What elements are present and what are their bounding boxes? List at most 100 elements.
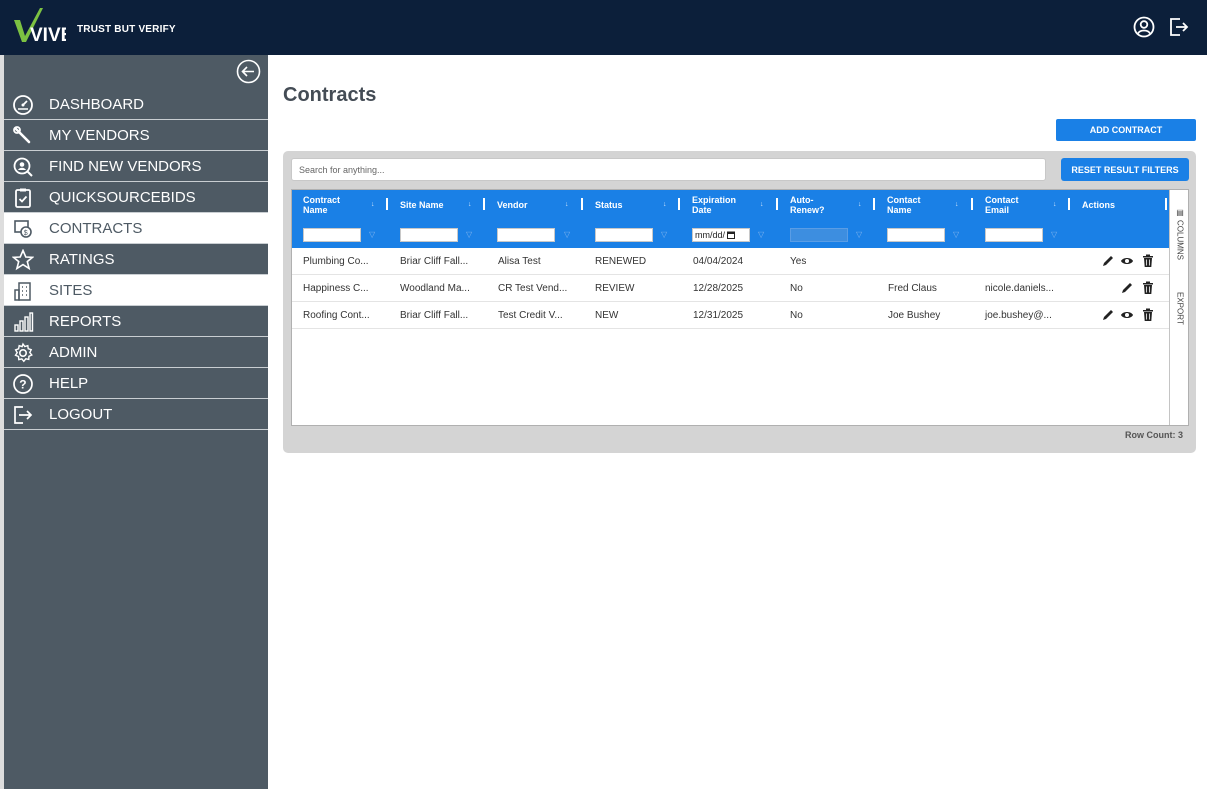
- page-title: Contracts: [283, 84, 377, 106]
- collapse-sidebar-icon[interactable]: [236, 59, 261, 84]
- column-header-auto-renew[interactable]: Auto- Renew?: [779, 190, 876, 220]
- sidebar-item-admin[interactable]: ADMIN: [4, 337, 268, 368]
- filter-status-input[interactable]: [595, 228, 653, 242]
- logout-icon[interactable]: [1168, 16, 1190, 38]
- filter-vendor-input[interactable]: [497, 228, 555, 242]
- sidebar-item-quicksourcebids[interactable]: QUICKSOURCEBIDS: [4, 182, 268, 213]
- filter-icon[interactable]: ▽: [856, 230, 863, 239]
- column-resize-handle[interactable]: [483, 198, 485, 210]
- sidebar-item-contracts[interactable]: $ CONTRACTS: [4, 213, 268, 244]
- export-tab[interactable]: EXPORT: [1171, 292, 1188, 338]
- cell-contract-name: Happiness C...: [303, 283, 369, 294]
- gear-icon: [14, 342, 33, 363]
- table-row[interactable]: Plumbing Co... Briar Cliff Fall... Alisa…: [292, 248, 1169, 275]
- filter-icon[interactable]: ▽: [1051, 230, 1058, 239]
- filter-icon[interactable]: ▽: [953, 230, 960, 239]
- column-resize-handle[interactable]: [1068, 198, 1070, 210]
- svg-text:?: ?: [19, 378, 26, 392]
- sidebar-item-label: FIND NEW VENDORS: [49, 158, 202, 175]
- filter-contact-email-input[interactable]: [985, 228, 1043, 242]
- sidebar-item-find-new-vendors[interactable]: FIND NEW VENDORS: [4, 151, 268, 182]
- sidebar-item-label: HELP: [49, 375, 89, 392]
- star-icon: [12, 249, 34, 271]
- view-icon[interactable]: [1120, 308, 1134, 322]
- sort-icon[interactable]: ↓: [858, 201, 862, 208]
- column-header-status[interactable]: Status: [584, 190, 681, 220]
- edit-icon[interactable]: [1120, 281, 1134, 295]
- sidebar-item-reports[interactable]: REPORTS: [4, 306, 268, 337]
- date-placeholder: mm/dd/: [695, 230, 726, 240]
- filter-row: ▽ ▽ ▽ ▽ mm/dd/ ▽ ▽ ▽ ▽: [292, 220, 1169, 248]
- sidebar-item-dashboard[interactable]: DASHBOARD: [4, 89, 268, 120]
- delete-icon[interactable]: [1141, 308, 1155, 322]
- cell-contact-email: joe.bushey@...: [985, 310, 1052, 321]
- delete-icon[interactable]: [1141, 254, 1155, 268]
- column-header-vendor[interactable]: Vendor: [486, 190, 584, 220]
- row-count: Row Count: 3: [1125, 430, 1183, 440]
- filter-icon[interactable]: ▽: [369, 230, 376, 239]
- building-icon: [14, 282, 31, 301]
- search-input[interactable]: [291, 158, 1046, 181]
- sort-icon[interactable]: ↓: [468, 201, 472, 208]
- sort-icon[interactable]: ↓: [955, 201, 959, 208]
- columns-icon: ▤: [1175, 208, 1185, 217]
- sidebar-item-sites[interactable]: SITES: [4, 275, 268, 306]
- column-resize-handle[interactable]: [678, 198, 680, 210]
- reset-result-filters-button[interactable]: RESET RESULT FILTERS: [1061, 158, 1189, 181]
- cell-auto-renew: No: [790, 283, 803, 294]
- column-resize-handle[interactable]: [873, 198, 875, 210]
- table-row[interactable]: Roofing Cont... Briar Cliff Fall... Test…: [292, 302, 1169, 329]
- header-label: Auto-: [790, 195, 814, 205]
- header-label: Status: [595, 200, 623, 210]
- filter-contract-name-input[interactable]: [303, 228, 361, 242]
- column-header-actions: Actions: [1071, 190, 1168, 220]
- view-icon[interactable]: [1120, 254, 1134, 268]
- sort-icon[interactable]: ↓: [1053, 201, 1057, 208]
- sidebar-item-help[interactable]: ? HELP: [4, 368, 268, 399]
- cell-expiration-date: 12/28/2025: [693, 283, 744, 294]
- sidebar-item-logout[interactable]: LOGOUT: [4, 399, 268, 430]
- filter-contact-name-input[interactable]: [887, 228, 945, 242]
- column-resize-handle[interactable]: [1165, 198, 1167, 210]
- cell-expiration-date: 12/31/2025: [693, 310, 744, 321]
- column-header-expiration-date[interactable]: Expiration Date: [681, 190, 779, 220]
- sort-icon[interactable]: ↓: [565, 201, 569, 208]
- vive-logo[interactable]: VIVE: [14, 8, 66, 44]
- filter-icon[interactable]: ▽: [466, 230, 473, 239]
- sort-icon[interactable]: ↓: [371, 201, 375, 208]
- edit-icon[interactable]: [1101, 308, 1115, 322]
- sidebar-item-label: MY VENDORS: [49, 127, 150, 144]
- delete-icon[interactable]: [1141, 281, 1155, 295]
- sidebar-item-label: SITES: [49, 282, 93, 299]
- column-header-contact-email[interactable]: Contact Email: [974, 190, 1071, 220]
- sidebar-item-ratings[interactable]: RATINGS: [4, 244, 268, 275]
- calendar-icon[interactable]: [727, 231, 736, 239]
- column-header-contract-name[interactable]: Contract Name: [292, 190, 389, 220]
- column-header-contact-name[interactable]: Contact Name: [876, 190, 974, 220]
- add-contract-button[interactable]: ADD CONTRACT: [1056, 119, 1196, 141]
- sidebar-nav: DASHBOARD MY VENDORS FIND NEW VENDORS QU…: [4, 89, 268, 430]
- filter-icon[interactable]: ▽: [564, 230, 571, 239]
- filter-site-name-input[interactable]: [400, 228, 458, 242]
- sidebar-item-label: QUICKSOURCEBIDS: [49, 189, 196, 206]
- sort-icon[interactable]: ↓: [663, 201, 667, 208]
- filter-expiration-date-input[interactable]: mm/dd/: [692, 228, 750, 242]
- user-account-icon[interactable]: [1133, 16, 1155, 38]
- column-resize-handle[interactable]: [581, 198, 583, 210]
- clipboard-check-icon: [15, 188, 31, 208]
- sidebar-item-my-vendors[interactable]: MY VENDORS: [4, 120, 268, 151]
- filter-icon[interactable]: ▽: [758, 230, 765, 239]
- filter-auto-renew-input[interactable]: [790, 228, 848, 242]
- column-resize-handle[interactable]: [776, 198, 778, 210]
- column-header-site-name[interactable]: Site Name: [389, 190, 486, 220]
- columns-tab[interactable]: ▤ COLUMNS: [1171, 208, 1188, 268]
- column-resize-handle[interactable]: [971, 198, 973, 210]
- column-resize-handle[interactable]: [386, 198, 388, 210]
- sidebar-item-label: LOGOUT: [49, 406, 113, 423]
- table-row[interactable]: Happiness C... Woodland Ma... CR Test Ve…: [292, 275, 1169, 302]
- sort-icon[interactable]: ↓: [760, 201, 764, 208]
- filter-icon[interactable]: ▽: [661, 230, 668, 239]
- edit-icon[interactable]: [1101, 254, 1115, 268]
- top-bar: VIVE TRUST BUT VERIFY: [0, 0, 1207, 55]
- cell-contract-name: Plumbing Co...: [303, 256, 369, 267]
